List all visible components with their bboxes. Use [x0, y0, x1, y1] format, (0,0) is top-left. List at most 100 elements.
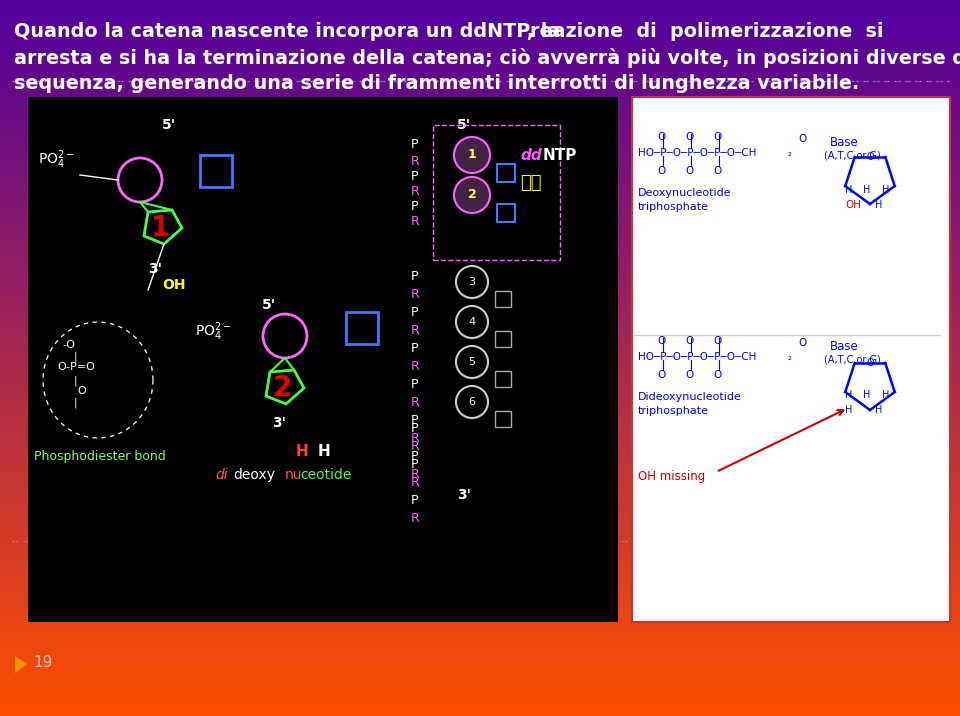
Text: (A,T,C or G): (A,T,C or G) [824, 150, 880, 160]
Text: deoxy: deoxy [233, 468, 275, 482]
Bar [495, 291, 511, 307]
Text: 3: 3 [468, 277, 475, 287]
Text: O: O [713, 370, 721, 380]
Text: OH missing: OH missing [638, 470, 706, 483]
Text: H: H [845, 405, 852, 415]
Text: P: P [411, 378, 419, 391]
Text: O: O [798, 338, 806, 348]
Text: O: O [657, 370, 665, 380]
Text: P: P [411, 458, 419, 471]
Text: R: R [411, 468, 420, 481]
Circle shape [454, 137, 490, 173]
Text: OH: OH [162, 278, 185, 292]
Text: di: di [215, 468, 228, 482]
Text: R: R [411, 440, 420, 453]
Text: H: H [296, 444, 309, 459]
Bar [495, 411, 511, 427]
Text: O-P=O: O-P=O [57, 362, 95, 372]
Circle shape [454, 177, 490, 213]
Text: 5': 5' [262, 298, 276, 312]
Text: H: H [845, 390, 852, 400]
Polygon shape [15, 656, 27, 673]
Text: O: O [685, 336, 693, 346]
Text: O: O [685, 132, 693, 142]
Text: O: O [685, 166, 693, 176]
Bar [497, 204, 515, 222]
Text: R: R [411, 432, 420, 445]
Text: R: R [411, 512, 420, 525]
Text: |: | [74, 398, 78, 409]
Text: 19: 19 [33, 655, 53, 670]
Text: 5: 5 [468, 357, 475, 367]
Text: 3': 3' [148, 262, 162, 276]
Text: R: R [411, 155, 420, 168]
Text: 6: 6 [468, 397, 475, 407]
Text: O: O [866, 152, 874, 162]
Text: reazione  di  polimerizzazione  si: reazione di polimerizzazione si [530, 22, 883, 41]
Text: -O: -O [62, 340, 75, 350]
Bar [200, 155, 232, 187]
Text: |: | [74, 376, 78, 387]
Text: P: P [411, 138, 419, 151]
Text: Phosphodiester bond: Phosphodiester bond [34, 450, 166, 463]
Text: Deoxynucleotide: Deoxynucleotide [638, 188, 732, 198]
Text: triphosphate: triphosphate [638, 202, 709, 212]
Text: O: O [798, 134, 806, 144]
Text: Base: Base [830, 340, 859, 353]
Text: |: | [74, 352, 78, 362]
Text: dd: dd [520, 148, 541, 163]
Text: 5': 5' [162, 118, 176, 132]
Text: P: P [411, 494, 419, 507]
Text: sequenza, generando una serie di frammenti interrotti di lunghezza variabile.: sequenza, generando una serie di frammen… [14, 74, 859, 93]
Text: OH: OH [845, 200, 861, 210]
Text: (A,T,C or G): (A,T,C or G) [824, 354, 880, 364]
Text: 3': 3' [272, 416, 286, 430]
Bar [495, 371, 511, 387]
Text: NTP: NTP [543, 148, 577, 163]
Text: R: R [411, 288, 420, 301]
Text: HO─P─O─P─O─P─O─CH: HO─P─O─P─O─P─O─CH [638, 148, 756, 158]
Text: triphosphate: triphosphate [638, 406, 709, 416]
Text: P: P [411, 414, 419, 427]
Text: nu: nu [285, 468, 302, 482]
Text: 中止: 中止 [520, 174, 541, 192]
Text: R: R [411, 185, 420, 198]
Text: HO─P─O─P─O─P─O─CH: HO─P─O─P─O─P─O─CH [638, 352, 756, 362]
Text: Quando la catena nascente incorpora un ddNTP, la: Quando la catena nascente incorpora un d… [14, 22, 561, 41]
Text: O: O [77, 386, 85, 396]
Text: P: P [411, 200, 419, 213]
Text: ceotide: ceotide [300, 468, 351, 482]
Text: R: R [411, 360, 420, 373]
Text: H: H [875, 405, 882, 415]
Text: O: O [713, 132, 721, 142]
Text: Dideoxynucleotide: Dideoxynucleotide [638, 392, 742, 402]
Text: ₂: ₂ [788, 352, 792, 362]
Text: 4: 4 [468, 317, 475, 327]
Bar [346, 312, 378, 344]
Text: O: O [866, 358, 874, 368]
Text: H: H [863, 390, 871, 400]
Bar [28, 97, 618, 622]
Text: P: P [411, 342, 419, 355]
Text: H: H [875, 200, 882, 210]
Text: R: R [411, 324, 420, 337]
Text: O: O [657, 336, 665, 346]
Text: 5': 5' [457, 118, 471, 132]
Text: PO$_4^{2-}$: PO$_4^{2-}$ [38, 148, 75, 170]
Text: O: O [685, 370, 693, 380]
Text: H: H [882, 185, 889, 195]
Text: 2: 2 [468, 188, 476, 201]
Bar [433, 125, 560, 260]
Text: 1: 1 [151, 214, 170, 242]
Text: 3': 3' [457, 488, 471, 502]
Text: PO$_4^{2-}$: PO$_4^{2-}$ [195, 320, 231, 342]
Text: H: H [318, 444, 331, 459]
Text: H: H [863, 185, 871, 195]
Text: ₂: ₂ [788, 148, 792, 158]
Text: 1: 1 [468, 148, 476, 162]
Text: P: P [411, 450, 419, 463]
Bar [497, 164, 515, 182]
Text: P: P [411, 170, 419, 183]
Text: O: O [713, 166, 721, 176]
Text: H: H [845, 185, 852, 195]
